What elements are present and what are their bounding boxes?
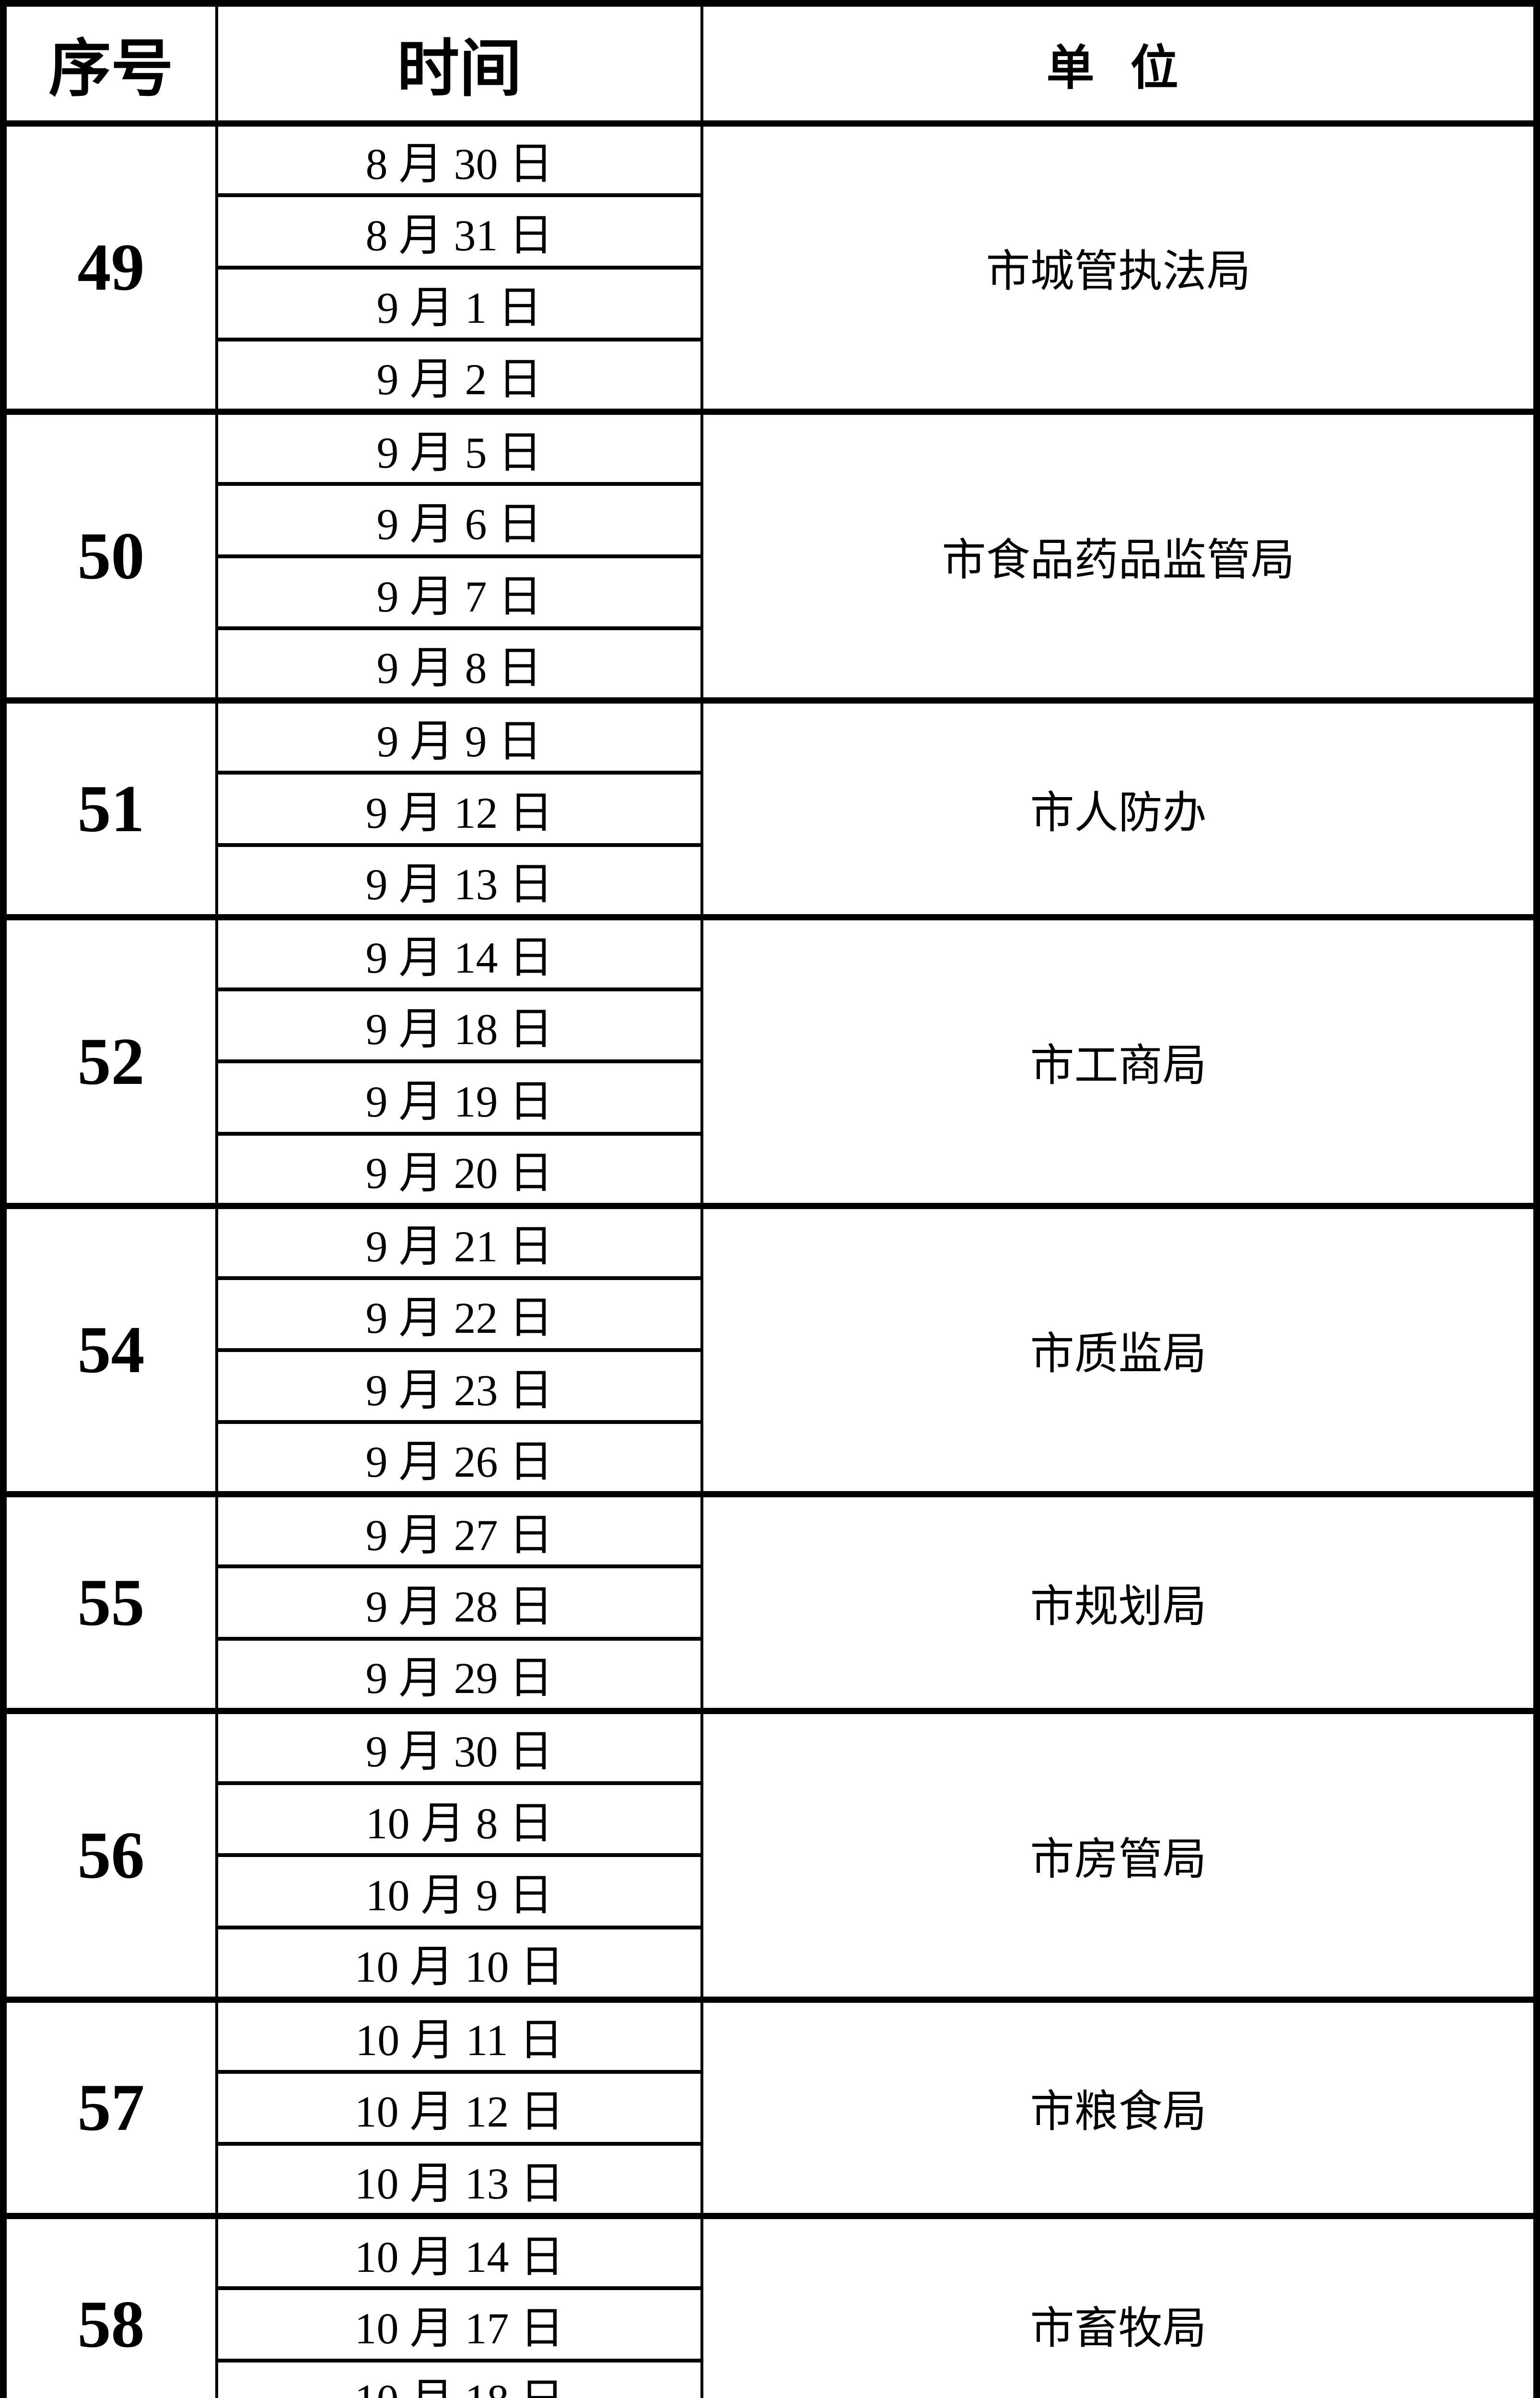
date-cell: 9 月 13 日 [215, 845, 703, 920]
date-cell: 10 月 8 日 [215, 1783, 703, 1857]
date-cell: 10 月 10 日 [215, 1927, 703, 2003]
header-row: 序号 时间 单 位 [2, 3, 1538, 127]
header-time: 时间 [215, 3, 703, 127]
table-row: 10 月 9 日 [3, 1855, 1537, 1929]
table-row: 56 9 月 30 日市房管局 [2, 1711, 1538, 2003]
table-row: 10 月 17 日 [3, 2288, 1537, 2363]
date-cell: 9 月 21 日 [215, 1206, 703, 1280]
date-cell: 8 月 31 日 [215, 195, 703, 270]
unit-cell: 市粮食局 [700, 1999, 1538, 2220]
table-row: 9 月 6 日 [3, 484, 1537, 558]
header-unit: 单 位 [700, 3, 1538, 127]
table-row: 9 月 12 日 [3, 773, 1537, 847]
table-row: 8 月 31 日 [3, 195, 1537, 270]
date-cell: 9 月 23 日 [215, 1350, 703, 1424]
table-row: 9 月 18 日 [3, 989, 1537, 1064]
unit-cell: 市食品药品监管局 [700, 411, 1538, 704]
table-row: 9 月 22 日 [3, 1278, 1537, 1352]
table-row: 9 月 23 日 [3, 1350, 1537, 1424]
date-cell: 10 月 17 日 [215, 2288, 703, 2363]
date-cell: 10 月 13 日 [215, 2144, 703, 2220]
unit-cell: 市规划局 [700, 1494, 1538, 1714]
table-row: 55 9 月 27 日市规划局 [2, 1494, 1538, 1714]
table-row: 10 月 10 日 [3, 1927, 1537, 2003]
serial-cell: 49 [2, 123, 218, 415]
date-cell: 9 月 2 日 [215, 340, 703, 415]
date-cell: 10 月 9 日 [215, 1855, 703, 1929]
date-cell: 10 月 18 日 [215, 2360, 703, 2398]
date-cell: 10 月 12 日 [215, 2071, 703, 2146]
table-row: 10 月 8 日 [3, 1783, 1537, 1857]
date-cell: 9 月 27 日 [215, 1494, 703, 1569]
table-row: 9 月 28 日 [3, 1566, 1537, 1641]
date-cell: 9 月 7 日 [215, 556, 703, 631]
table-header: 序号 时间 单 位 [2, 3, 1538, 127]
date-cell: 9 月 14 日 [215, 917, 703, 991]
table-row: 10 月 13 日 [3, 2144, 1537, 2220]
table-row: 54 9 月 21 日市质监局 [2, 1206, 1538, 1498]
serial-cell: 55 [2, 1494, 218, 1714]
date-cell: 9 月 9 日 [215, 700, 703, 775]
date-cell: 9 月 20 日 [215, 1133, 703, 1209]
date-cell: 9 月 29 日 [215, 1638, 703, 1714]
serial-cell: 58 [2, 2216, 218, 2398]
date-cell: 10 月 14 日 [215, 2216, 703, 2291]
table-row: 9 月 1 日 [3, 267, 1537, 342]
unit-cell: 市质监局 [700, 1206, 1538, 1498]
table-row: 9 月 29 日 [3, 1638, 1537, 1714]
table-row: 58 10 月 14 日市畜牧局 [2, 2216, 1538, 2398]
date-cell: 9 月 28 日 [215, 1566, 703, 1641]
table-row: 9 月 7 日 [3, 556, 1537, 631]
table-row: 50 9 月 5 日市食品药品监管局 [2, 411, 1538, 704]
date-cell: 9 月 22 日 [215, 1278, 703, 1352]
unit-cell: 市工商局 [700, 917, 1538, 1209]
table-row: 51 9 月 9 日市人防办 [2, 700, 1538, 920]
header-serial: 序号 [2, 3, 218, 127]
date-cell: 9 月 26 日 [215, 1422, 703, 1498]
table-row: 9 月 20 日 [3, 1133, 1537, 1209]
unit-cell: 市畜牧局 [700, 2216, 1538, 2398]
table-row: 57 10 月 11 日市粮食局 [2, 1999, 1538, 2220]
serial-cell: 52 [2, 917, 218, 1209]
date-cell: 9 月 18 日 [215, 989, 703, 1064]
date-cell: 9 月 6 日 [215, 484, 703, 558]
date-cell: 9 月 8 日 [215, 628, 703, 704]
date-cell: 8 月 30 日 [215, 123, 703, 198]
date-cell: 9 月 19 日 [215, 1061, 703, 1136]
serial-cell: 54 [2, 1206, 218, 1498]
unit-cell: 市城管执法局 [700, 123, 1538, 415]
serial-cell: 57 [2, 1999, 218, 2220]
date-cell: 10 月 11 日 [215, 1999, 703, 2074]
table-row: 9 月 8 日 [3, 628, 1537, 704]
date-cell: 9 月 30 日 [215, 1711, 703, 1785]
unit-cell: 市房管局 [700, 1711, 1538, 2003]
serial-cell: 50 [2, 411, 218, 704]
table-row: 9 月 2 日 [3, 340, 1537, 415]
serial-cell: 51 [2, 700, 218, 920]
date-cell: 9 月 5 日 [215, 411, 703, 486]
table-row: 10 月 18 日 [3, 2360, 1537, 2398]
date-cell: 9 月 12 日 [215, 773, 703, 847]
date-cell: 9 月 1 日 [215, 267, 703, 342]
unit-cell: 市人防办 [700, 700, 1538, 920]
table-row: 9 月 13 日 [3, 845, 1537, 920]
table-row: 52 9 月 14 日市工商局 [2, 917, 1538, 1209]
table-row: 10 月 12 日 [3, 2071, 1537, 2146]
serial-cell: 56 [2, 1711, 218, 2003]
table-row: 9 月 19 日 [3, 1061, 1537, 1136]
table-row: 49 8 月 30 日市城管执法局 [2, 123, 1538, 415]
table-row: 9 月 26 日 [3, 1422, 1537, 1498]
